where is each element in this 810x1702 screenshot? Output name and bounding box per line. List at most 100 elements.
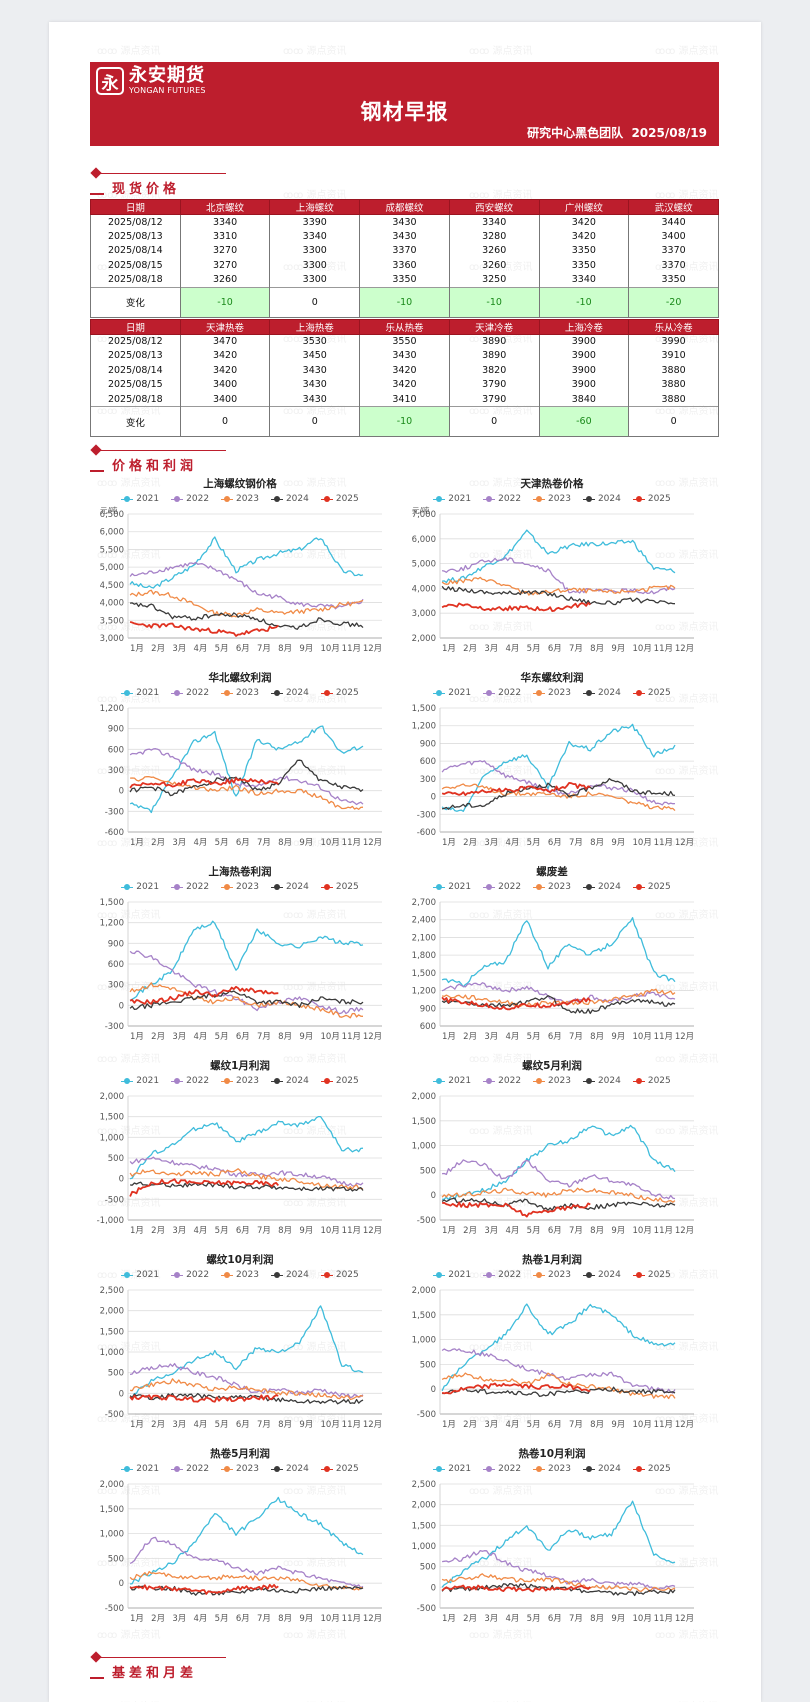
legend-item: 2022 — [171, 1464, 209, 1474]
x-tick-label: 7月 — [257, 1614, 271, 1624]
chart-panel: 上海热卷利润 2021 2022 2023 2024 2025 -300 0 300 600 900… — [90, 864, 390, 1058]
chart-panel: 华东螺纹利润 2021 2022 2023 2024 2025 -600 -300 0 300 60… — [402, 670, 702, 864]
x-tick-label: 3月 — [484, 838, 498, 848]
price-cell: 3280 — [448, 229, 540, 244]
y-tick-label: 0 — [119, 1579, 124, 1589]
x-tick-label: 9月 — [611, 1420, 625, 1430]
legend-item: 2021 — [433, 882, 471, 892]
legend-marker-icon — [632, 1078, 645, 1085]
legend-item: 2022 — [483, 1076, 521, 1086]
table-header-cell: 天津冷卷 — [448, 318, 540, 335]
price-cell: 3270 — [179, 243, 271, 258]
x-tick-label: 10月 — [633, 644, 652, 654]
x-tick-label: 4月 — [506, 1420, 520, 1430]
x-tick-label: 5月 — [527, 644, 541, 654]
price-cell: 3250 — [448, 272, 540, 287]
legend-marker-icon — [171, 496, 184, 503]
x-tick-label: 2月 — [151, 838, 165, 848]
y-tick-label: 3,000 — [412, 609, 436, 619]
x-tick-label: 1月 — [130, 1614, 144, 1624]
x-tick-label: 12月 — [675, 1032, 694, 1042]
legend-label: 2025 — [335, 494, 359, 504]
legend-label: 2021 — [136, 1076, 160, 1086]
x-tick-label: 9月 — [611, 644, 625, 654]
chart-plot: -500 0 500 1,000 1,500 2,000 1月 2月 3月 4月 5月 6月 7月 8月 9… — [412, 1286, 695, 1430]
y-tick-label: 1,000 — [412, 1336, 436, 1346]
price-cell: 3820 — [448, 363, 540, 378]
y-tick-label: 300 — [108, 981, 124, 991]
x-tick-label: 12月 — [363, 838, 382, 848]
legend-marker-icon — [270, 1466, 283, 1473]
legend-label: 2022 — [498, 1270, 522, 1280]
legend-label: 2024 — [597, 688, 621, 698]
series-line-2023 — [130, 776, 364, 810]
chart-panel: 螺废差 2021 2022 2023 2024 2025 600 900 1,200 1,500 1… — [402, 864, 702, 1058]
series-line-2025 — [129, 777, 279, 789]
legend-label: 2021 — [136, 882, 160, 892]
legend-marker-icon — [121, 884, 134, 891]
price-cell: 3400 — [179, 392, 271, 407]
chart-title: 华东螺纹利润 — [520, 672, 584, 684]
chart-plot: -500 0 500 1,000 1,500 2,000 2,500 1月 2月 3月 4月 5月 6月… — [412, 1480, 695, 1624]
diamond-icon — [90, 167, 102, 179]
chart-title: 热卷10月利润 — [518, 1448, 586, 1460]
chart-legend: 2021 2022 2023 2024 2025 — [402, 1270, 702, 1280]
legend-label: 2024 — [285, 1464, 309, 1474]
legend-item: 2024 — [582, 1076, 621, 1086]
y-tick-label: 300 — [108, 766, 124, 776]
chart-legend: 2021 2022 2023 2024 2025 — [402, 494, 702, 504]
x-tick-label: 9月 — [611, 838, 625, 848]
y-tick-label: 300 — [420, 775, 436, 785]
y-tick-label: 4,000 — [412, 584, 436, 594]
x-tick-label: 11月 — [654, 838, 673, 848]
legend-marker-icon — [433, 1272, 446, 1279]
legend-label: 2021 — [448, 688, 472, 698]
legend-item: 2025 — [632, 1076, 671, 1086]
series-line-2022 — [129, 748, 364, 806]
change-cell: -10 — [359, 286, 450, 318]
price-cell: 3880 — [628, 377, 719, 392]
y-tick-label: 0 — [119, 1175, 124, 1185]
change-cell: 0 — [269, 286, 361, 318]
series-line-2025 — [441, 602, 591, 612]
series-line-2025 — [129, 985, 279, 1005]
chart-title: 热卷5月利润 — [210, 1448, 270, 1460]
legend-marker-icon — [533, 1078, 546, 1085]
table-header-cell: 上海螺纹 — [269, 199, 361, 215]
legend-label: 2021 — [448, 1464, 472, 1474]
change-cell: -20 — [628, 286, 719, 318]
x-tick-label: 9月 — [611, 1226, 625, 1236]
x-tick-label: 6月 — [548, 1614, 562, 1624]
series-line-2022 — [441, 982, 676, 1005]
legend-marker-icon — [582, 1272, 595, 1279]
legend-label: 2024 — [285, 494, 309, 504]
section-profit-title: 价格和利润 — [112, 459, 198, 474]
y-tick-label: 5,000 — [100, 563, 124, 573]
price-cell: 3390 — [269, 214, 361, 229]
y-tick-label: 900 — [420, 1004, 436, 1014]
x-tick-label: 8月 — [590, 838, 604, 848]
legend-label: 2023 — [548, 1270, 571, 1280]
legend-marker-icon — [320, 1078, 333, 1085]
legend-item: 2024 — [270, 1464, 309, 1474]
table-row: 2025/08/15 3400 3430 3420 3790 3900 3880 — [90, 377, 719, 392]
legend-item: 2021 — [433, 1076, 471, 1086]
x-tick-label: 11月 — [342, 1032, 361, 1042]
price-cell: 3350 — [628, 272, 719, 287]
x-tick-label: 4月 — [506, 1614, 520, 1624]
legend-item: 2022 — [483, 882, 521, 892]
x-tick-label: 6月 — [236, 1226, 250, 1236]
series-line-2025 — [130, 1583, 279, 1595]
change-cell: -10 — [179, 286, 271, 318]
series-line-2023 — [129, 589, 364, 618]
legend-label: 2022 — [498, 1464, 522, 1474]
section-basis-title: 基差和月差 — [112, 1666, 198, 1681]
price-cell: 3400 — [179, 377, 271, 392]
y-tick-label: -1,000 — [97, 1216, 124, 1226]
x-tick-label: 1月 — [130, 1420, 144, 1430]
row-date: 2025/08/14 — [90, 363, 181, 378]
legend-item: 2021 — [433, 1270, 471, 1280]
legend-item: 2024 — [270, 494, 309, 504]
x-tick-label: 10月 — [321, 838, 340, 848]
legend-marker-icon — [270, 884, 283, 891]
